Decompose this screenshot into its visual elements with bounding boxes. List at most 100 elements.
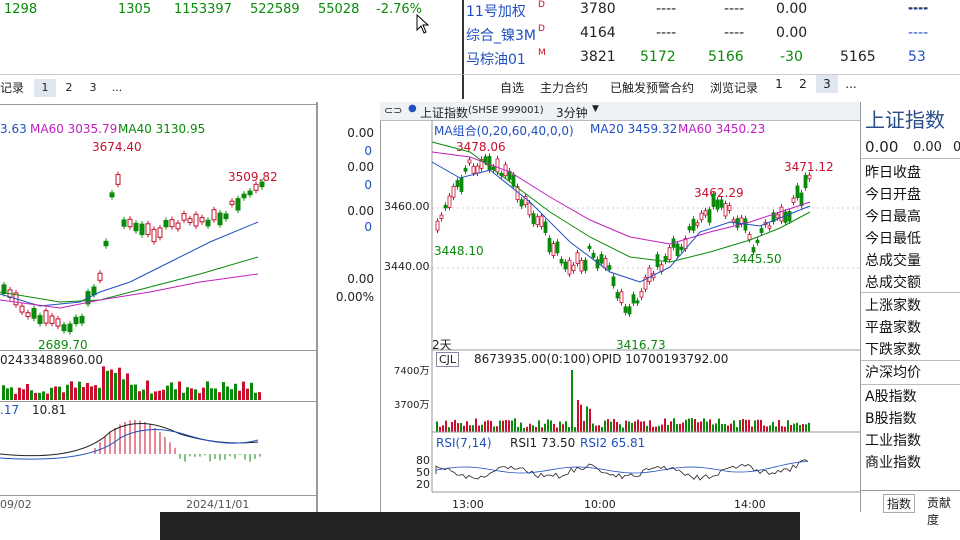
volume-bar [727, 425, 729, 432]
kline-candle [479, 159, 484, 169]
history-tab[interactable]: 记录 [0, 81, 25, 95]
main-kline-chart[interactable]: ⊂⊃ ● 上证指数 (SHSE 999001) 3分钟 ▼ MA组合(0,20,… [380, 102, 860, 512]
page-2-tab[interactable]: 2 [65, 81, 73, 94]
volume-bar [529, 423, 531, 432]
tab-watchlist[interactable]: 自选 [500, 81, 525, 95]
tab-browse-history[interactable]: 浏览记录 [710, 81, 759, 95]
kline-candle [115, 174, 121, 185]
change-cell: -30 [780, 49, 803, 65]
volume-bar [580, 404, 582, 432]
panel-title: 上证指数 [865, 108, 945, 132]
volume-bar [718, 418, 720, 432]
volume-bar [610, 421, 612, 432]
tab-contribution[interactable]: 贡献度 [927, 496, 952, 527]
chart-toolbar [380, 102, 860, 121]
top-left-quote-row[interactable]: 1298 1305 1153397 522589 55028 -2.76% [0, 0, 462, 22]
volume-bar [625, 420, 627, 432]
volume-bar [694, 419, 696, 432]
volume-bar [748, 419, 750, 432]
cell: ---- [908, 0, 929, 16]
volume-bar [634, 421, 636, 432]
volume-bar [194, 389, 197, 400]
volume-bar [218, 392, 221, 400]
kline-candle [679, 246, 684, 251]
table-row[interactable]: 11号加权 D 3780 ---- ---- 0.00 ---- ---- [464, 0, 960, 24]
tab-index[interactable]: 指数 [883, 494, 916, 513]
kline-candle [539, 215, 544, 227]
last-cell: 5165 [840, 49, 876, 65]
volume-bar [238, 390, 241, 400]
link-icon[interactable]: ⊂⊃ [384, 104, 403, 117]
tab-triggered-alerts[interactable]: 已触发预警合约 [610, 81, 695, 95]
kline-candle [755, 239, 760, 244]
stat-value: 0 [364, 220, 372, 234]
kline-candle [771, 212, 776, 223]
flag-badge: M [538, 48, 546, 58]
table-row[interactable]: 马棕油01 M 3821 5172 5166 -30 5165 53 [464, 48, 960, 72]
volume-bar [463, 425, 465, 432]
volume-bar [568, 427, 570, 432]
divider [861, 158, 960, 159]
bottom-bar [160, 512, 800, 540]
kline-candle [631, 294, 636, 304]
volume-bar [604, 420, 606, 432]
kline-candle [571, 264, 576, 272]
volume-bar [781, 426, 783, 432]
kline-candle [259, 181, 265, 188]
kline-candle [719, 199, 724, 208]
kline-candle [643, 276, 648, 290]
volume-bar [86, 382, 89, 400]
date-label-right: 2024/11/01 [186, 498, 250, 511]
volume-bar [547, 419, 549, 432]
kline-candle [731, 219, 736, 223]
period-selector[interactable]: 3分钟 [556, 106, 588, 120]
kline-candle [511, 174, 516, 187]
volume-bar [457, 423, 459, 432]
index-title[interactable]: 上证指数 [420, 106, 469, 120]
index-info-panel: 上证指数 0.00 0.00 0 昨日收盘 今日开盘 今日最高 今日最低 总成交量 总成交… [860, 102, 960, 527]
volume-bar [805, 424, 807, 432]
volume-bar [646, 425, 648, 432]
ma40-label: MA40 3130.95 [118, 122, 206, 136]
volume-bar [198, 393, 201, 400]
index-code: (SHSE 999001) [468, 105, 544, 116]
kline-candle [779, 206, 784, 222]
page-3-tab[interactable]: 3 [816, 75, 838, 93]
kline-candle [467, 159, 472, 164]
volume-bar [493, 426, 495, 432]
page-more-tab[interactable]: ... [111, 81, 123, 94]
volume-bar [517, 426, 519, 432]
volume-bar [622, 427, 624, 432]
volume-bar [106, 370, 109, 400]
left-pager: 记录 1 2 3 ... [0, 74, 462, 99]
volume-bar [628, 421, 630, 432]
kline-candle [163, 220, 169, 228]
volume-bar [66, 384, 69, 400]
kline-candle [547, 238, 552, 253]
volume-bar [571, 370, 573, 432]
page-1-tab[interactable]: 1 [34, 79, 56, 97]
volume-bar [673, 418, 675, 432]
page-1-tab[interactable]: 1 [775, 77, 783, 91]
date-label-left: 09/02 [0, 498, 32, 511]
chevron-down-icon[interactable]: ▼ [592, 104, 599, 114]
left-kline-chart[interactable]: 3.63 MA60 3035.79 MA40 3130.95 3674.40 3… [0, 102, 317, 512]
kline-candle [199, 217, 205, 223]
volume-bar [460, 423, 462, 432]
macd-signal [0, 428, 259, 460]
kline-candle [181, 213, 187, 221]
volume-bar [451, 421, 453, 432]
ma60-label: MA60 3450.23 [678, 122, 766, 136]
page-3-tab[interactable]: 3 [89, 81, 97, 94]
tab-main-contracts[interactable]: 主力合约 [540, 81, 589, 95]
page-more-tab[interactable]: ... [845, 77, 857, 91]
cjl-label[interactable]: CJL [436, 352, 460, 367]
volume-bar [146, 380, 149, 400]
ask-cell: ---- [724, 25, 745, 41]
panel-value: 0 [953, 140, 960, 155]
table-row[interactable]: 综合_镍3M D 4164 ---- ---- 0.00 ---- [464, 24, 960, 48]
kline-candle [139, 223, 145, 236]
volume-bar [166, 385, 169, 400]
page-2-tab[interactable]: 2 [799, 77, 807, 91]
kline-candle [439, 214, 444, 219]
